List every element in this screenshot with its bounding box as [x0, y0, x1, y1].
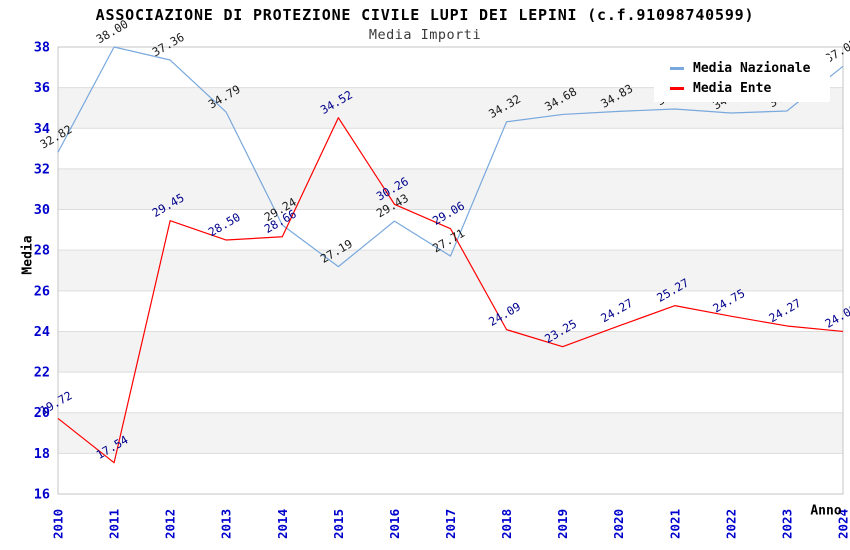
chart-title: ASSOCIAZIONE DI PROTEZIONE CIVILE LUPI D… — [95, 6, 755, 24]
grid-band — [58, 331, 843, 373]
x-tick-label: 2022 — [723, 509, 738, 539]
y-tick-label: 16 — [34, 487, 50, 503]
legend-item: Media Nazionale — [670, 61, 830, 76]
x-tick-label: 2014 — [275, 509, 290, 539]
y-tick-label: 28 — [34, 243, 50, 259]
y-tick-label: 24 — [34, 324, 50, 340]
x-tick-label: 2010 — [51, 509, 66, 539]
x-tick-label: 2015 — [331, 509, 346, 539]
plot-border — [57, 46, 844, 495]
point-label: 24.27 — [766, 296, 803, 325]
y-tick-label: 32 — [34, 161, 50, 177]
legend-label: Media Nazionale — [693, 61, 811, 76]
grid-band — [58, 412, 843, 454]
y-tick-label: 26 — [34, 283, 50, 299]
series-line-media-nazionale — [57, 46, 844, 268]
grid-band — [58, 250, 843, 291]
y-tick-label: 38 — [34, 40, 50, 56]
y-tick-label: 18 — [34, 446, 50, 462]
point-label: 24.00 — [823, 301, 850, 330]
y-tick-label: 36 — [34, 80, 50, 96]
x-tick-label: 2013 — [219, 509, 234, 539]
chart-subtitle: Media Importi — [368, 27, 482, 43]
point-label: 24.27 — [598, 296, 635, 325]
x-tick-label: 2018 — [499, 509, 514, 539]
legend: Media Nazionale Media Ente — [654, 55, 830, 102]
y-tick-label: 22 — [34, 365, 50, 381]
grid-band — [58, 168, 843, 210]
x-tick-label: 2020 — [611, 509, 626, 539]
series-line-media-ente — [57, 117, 844, 464]
x-tick-label: 2016 — [387, 509, 402, 539]
x-tick-label: 2017 — [443, 509, 458, 539]
legend-line-swatch — [670, 67, 684, 70]
legend-line-swatch — [670, 87, 684, 90]
legend-label: Media Ente — [693, 81, 772, 96]
y-axis-title: Media — [20, 235, 36, 275]
x-tick-label: 2019 — [555, 509, 570, 539]
x-tick-label: 2011 — [107, 509, 122, 539]
x-tick-label: 2023 — [779, 509, 794, 539]
x-axis-title: Anno — [810, 503, 842, 519]
y-tick-label: 20 — [34, 405, 50, 421]
point-label: 28.50 — [206, 210, 243, 239]
x-tick-label: 2012 — [163, 509, 178, 539]
y-tick-label: 34 — [34, 121, 50, 137]
x-tick-label: 2021 — [667, 509, 682, 539]
legend-item: Media Ente — [670, 81, 830, 96]
x-tick-label: 2024 — [836, 509, 850, 539]
y-tick-label: 30 — [34, 202, 50, 218]
